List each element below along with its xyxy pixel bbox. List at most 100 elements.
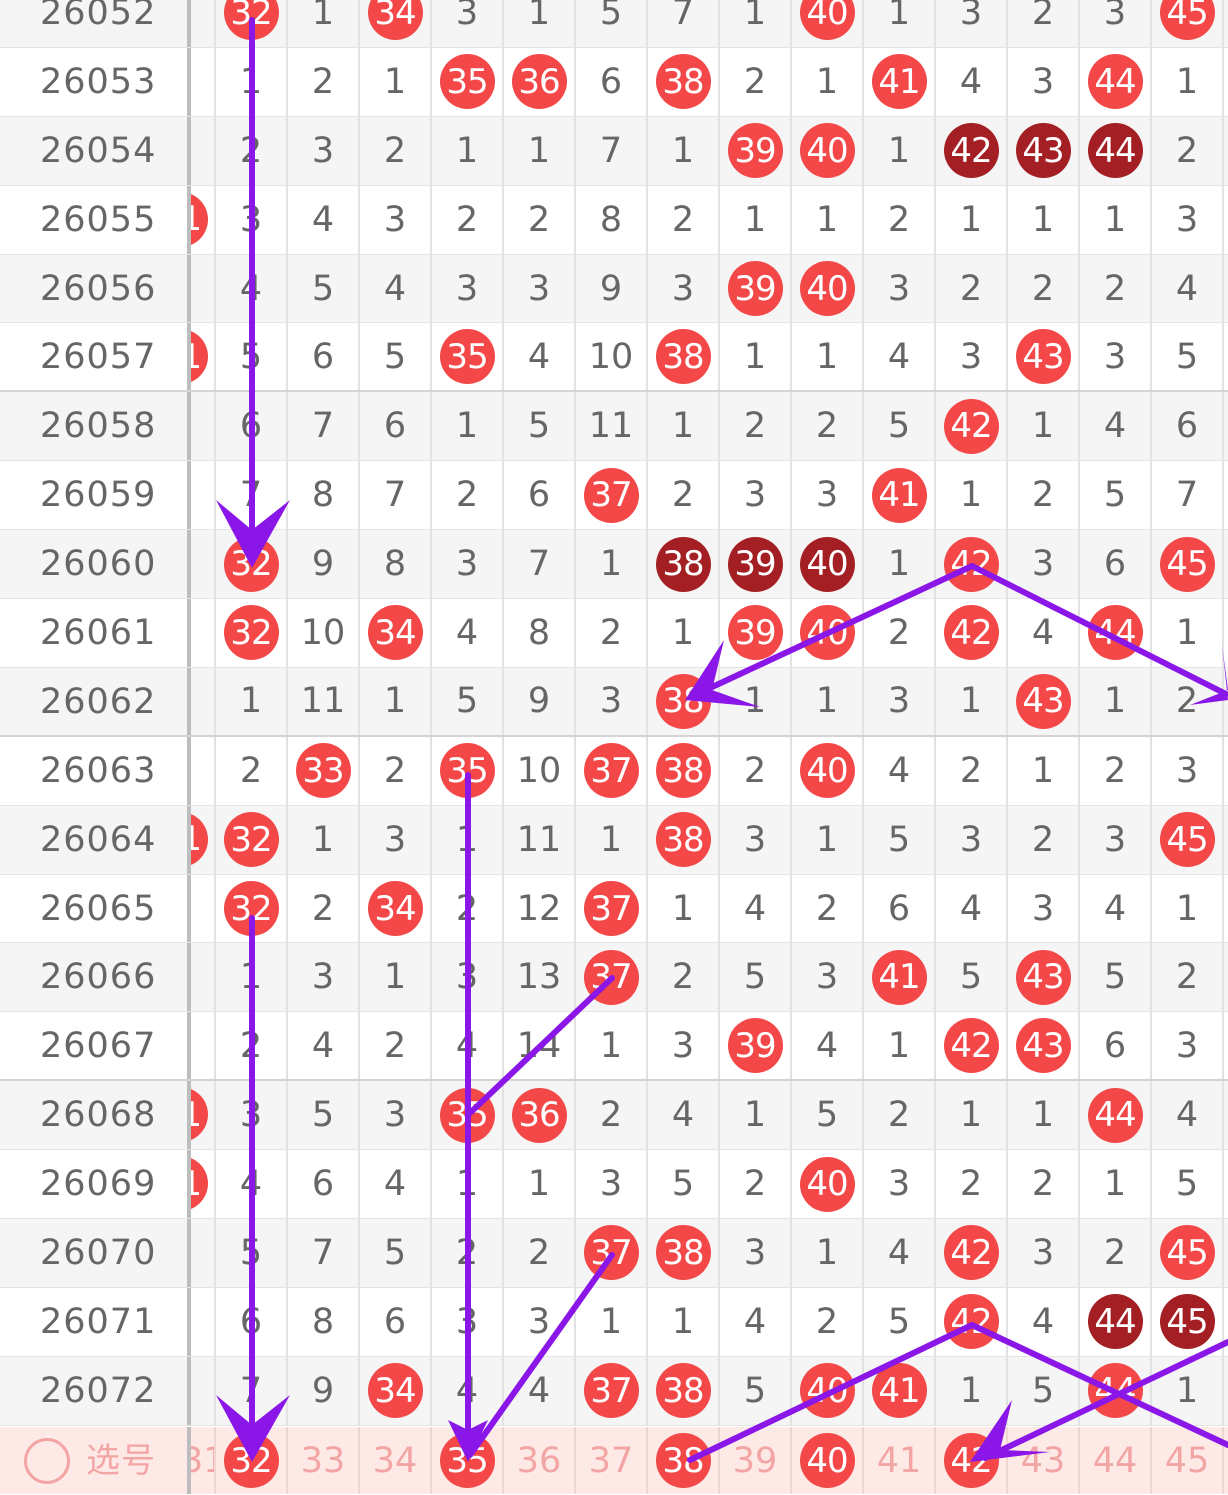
picker-number[interactable]: 32 <box>216 1427 288 1494</box>
cell-partial <box>191 530 216 599</box>
picker-number-partial[interactable]: 31 <box>191 1427 216 1494</box>
table-row: 26065 32 2 34 2 12 37 1 4 2 6 4 3 4 1 <box>0 874 1228 944</box>
picker-number[interactable]: 44 <box>1080 1427 1152 1494</box>
hit-ball: 44 <box>1087 1087 1143 1143</box>
table-row: 26056 4 5 4 3 3 9 3 39 40 3 2 2 2 4 <box>0 254 1228 324</box>
trend-cell: 4 <box>1008 1287 1080 1356</box>
trend-cell: 3 <box>216 1081 288 1150</box>
trend-cell: 2 <box>360 736 432 805</box>
column-divider <box>187 1427 191 1494</box>
issue-number: 26059 <box>40 475 157 516</box>
table-row: 26070 5 7 5 2 2 37 38 3 1 4 42 3 2 45 <box>0 1219 1228 1288</box>
trend-cell: 4 <box>432 1012 504 1080</box>
table-row: 26054 2 3 2 1 1 7 1 39 40 1 42 43 44 2 <box>0 116 1228 186</box>
picker-number[interactable]: 35 <box>432 1427 504 1494</box>
hit-ball: 39 <box>727 261 783 316</box>
trend-cell: 4 <box>432 599 504 667</box>
trend-cell: 3 <box>720 1219 792 1287</box>
trend-cell: 7 <box>216 1356 288 1425</box>
trend-cell: 4 <box>720 1287 792 1356</box>
trend-cell: 2 <box>792 392 864 461</box>
cell-partial <box>191 1219 216 1287</box>
picker-number[interactable]: 43 <box>1008 1427 1080 1494</box>
column-divider <box>187 805 191 874</box>
selected-ball[interactable]: 42 <box>943 1433 999 1488</box>
trend-cell: 1 <box>1008 185 1080 254</box>
trend-cell: 43 <box>1008 323 1080 391</box>
picker-number[interactable]: 34 <box>360 1427 432 1494</box>
trend-cell: 4 <box>1080 874 1152 943</box>
trend-cell: 1 <box>792 185 864 254</box>
trend-cell: 6 <box>1080 530 1152 599</box>
hit-ball: 32 <box>223 812 279 868</box>
issue-number: 26061 <box>40 613 157 654</box>
trend-cell: 4 <box>792 1012 864 1080</box>
selected-ball[interactable]: 35 <box>439 1433 495 1488</box>
hit-ball: 31 <box>191 191 208 247</box>
selected-ball[interactable]: 40 <box>799 1433 855 1488</box>
trend-cell: 1 <box>936 461 1008 530</box>
hit-ball: 44 <box>1087 54 1143 110</box>
hit-ball: 43 <box>1015 673 1071 729</box>
cell-partial <box>191 47 216 116</box>
picker-number[interactable]: 42 <box>936 1427 1008 1494</box>
trend-cell: 2 <box>432 874 504 943</box>
trend-cell: 3 <box>576 1150 648 1219</box>
issue-number: 26055 <box>40 199 157 240</box>
trend-cell: 2 <box>288 874 360 943</box>
picker-number[interactable]: 38 <box>648 1427 720 1494</box>
trend-cell: 35 <box>432 323 504 391</box>
trend-cell: 1 <box>864 530 936 599</box>
trend-cell: 40 <box>792 116 864 185</box>
trend-cell: 2 <box>576 599 648 667</box>
hit-ball: 34 <box>367 1363 423 1419</box>
trend-cell: 1 <box>576 805 648 874</box>
hit-ball: 35 <box>439 1087 495 1143</box>
trend-cell: 2 <box>648 461 720 530</box>
issue-number: 26063 <box>40 750 157 791</box>
picker-number[interactable]: 39 <box>720 1427 792 1494</box>
trend-cell: 2 <box>1152 943 1224 1012</box>
picker-number[interactable]: 36 <box>504 1427 576 1494</box>
issue-number: 26069 <box>40 1164 157 1205</box>
picker-number[interactable]: 40 <box>792 1427 864 1494</box>
trend-cell: 2 <box>1008 1150 1080 1219</box>
trend-cell: 2 <box>360 116 432 185</box>
trend-cell: 6 <box>1080 1012 1152 1080</box>
trend-cell: 7 <box>648 0 720 47</box>
selected-ball[interactable]: 32 <box>223 1433 279 1488</box>
trend-cell: 5 <box>288 1081 360 1150</box>
select-number-toggle[interactable]: 选号 <box>0 1427 187 1494</box>
column-divider <box>187 1219 191 1287</box>
trend-cell: 5 <box>1080 943 1152 1012</box>
hit-ball: 36 <box>511 1087 567 1143</box>
radio-circle-icon[interactable] <box>24 1437 70 1484</box>
issue-number: 26064 <box>40 819 157 860</box>
trend-cell: 32 <box>216 530 288 599</box>
trend-cell: 9 <box>288 1356 360 1425</box>
trend-cell: 2 <box>864 1081 936 1150</box>
hit-ball: 37 <box>583 467 639 523</box>
picker-number[interactable]: 45 <box>1152 1427 1224 1494</box>
trend-cell: 2 <box>864 185 936 254</box>
picker-number[interactable]: 37 <box>576 1427 648 1494</box>
picker-number[interactable]: 41 <box>864 1427 936 1494</box>
picker-number[interactable]: 33 <box>288 1427 360 1494</box>
hit-ball: 38 <box>655 812 711 868</box>
repeat-ball: 40 <box>799 536 855 592</box>
trend-cell: 1 <box>432 116 504 185</box>
hit-ball: 38 <box>655 54 711 110</box>
column-divider <box>187 1150 191 1219</box>
trend-cell: 1 <box>432 1150 504 1219</box>
trend-cell: 2 <box>1008 254 1080 323</box>
trend-cell: 2 <box>936 736 1008 805</box>
trend-cell: 3 <box>1008 530 1080 599</box>
trend-cell: 1 <box>576 1287 648 1356</box>
trend-cell: 42 <box>936 599 1008 667</box>
trend-cell: 40 <box>792 1150 864 1219</box>
trend-cell: 3 <box>864 1150 936 1219</box>
selected-ball[interactable]: 38 <box>655 1433 711 1488</box>
trend-cell: 3 <box>648 1012 720 1080</box>
trend-cell: 4 <box>1152 1081 1224 1150</box>
table-row: 2605731565354103811434335 <box>0 323 1228 393</box>
